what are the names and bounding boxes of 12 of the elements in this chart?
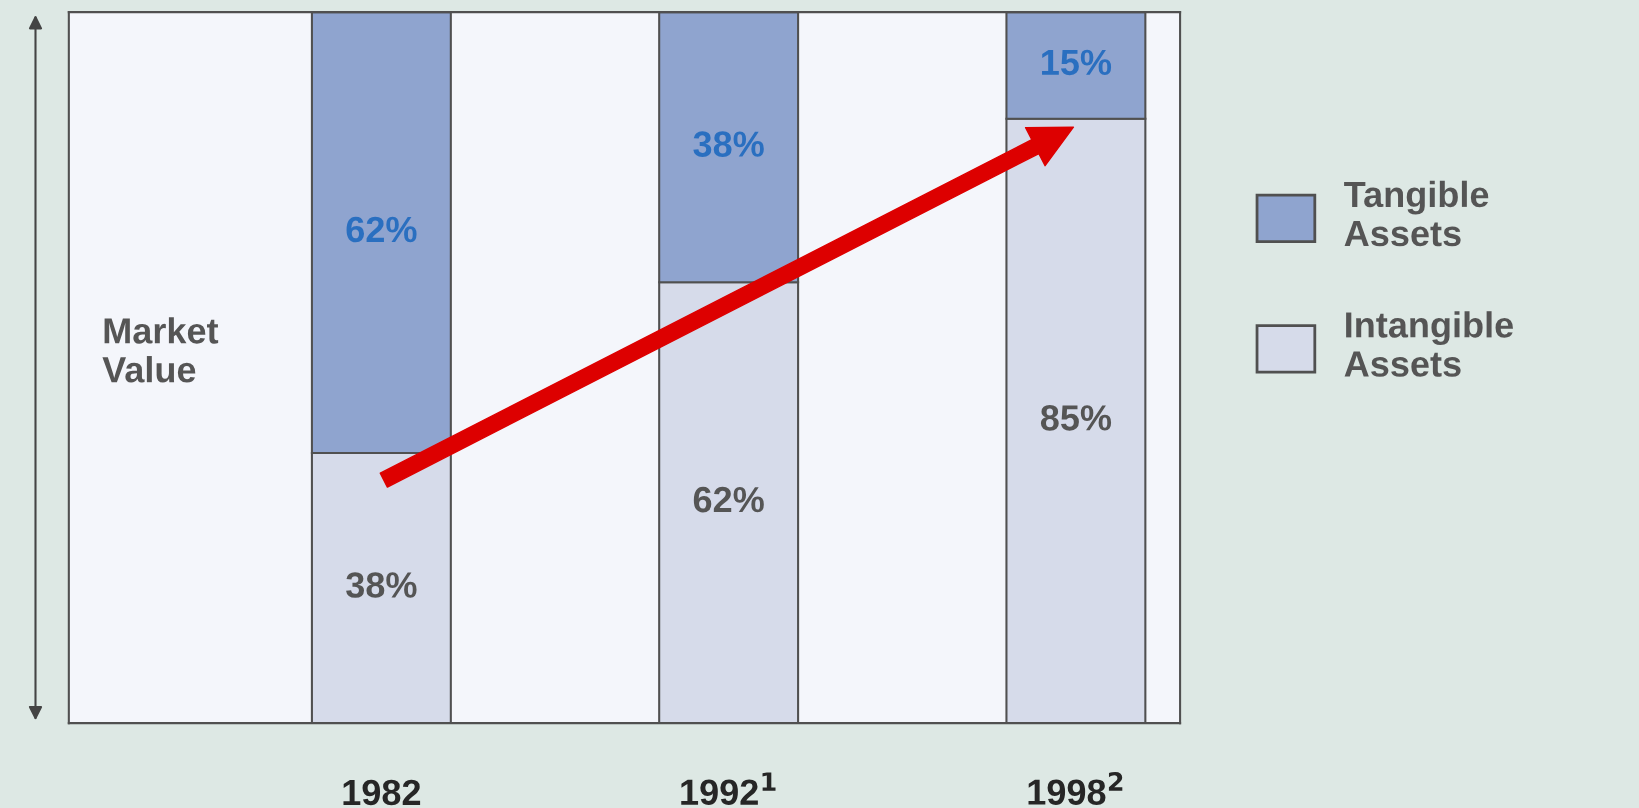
data-label: 38% [346, 572, 417, 598]
x-tick-label: 1998$^{2}$ [1028, 772, 1123, 805]
data-label: 62% [346, 216, 417, 243]
data-label: 85% [1040, 405, 1112, 431]
data-label: 62% [693, 486, 764, 513]
data-label: 15% [1042, 49, 1112, 76]
x-tick-label: 1992$^{1}$ [681, 772, 776, 805]
annotation: Market Value [102, 317, 219, 383]
x-tick-label: 1982 [343, 779, 421, 806]
legend-label: Tangible Assets [1344, 180, 1489, 247]
legend-label: Intangible Assets [1344, 311, 1513, 377]
data-label: 38% [693, 131, 764, 157]
